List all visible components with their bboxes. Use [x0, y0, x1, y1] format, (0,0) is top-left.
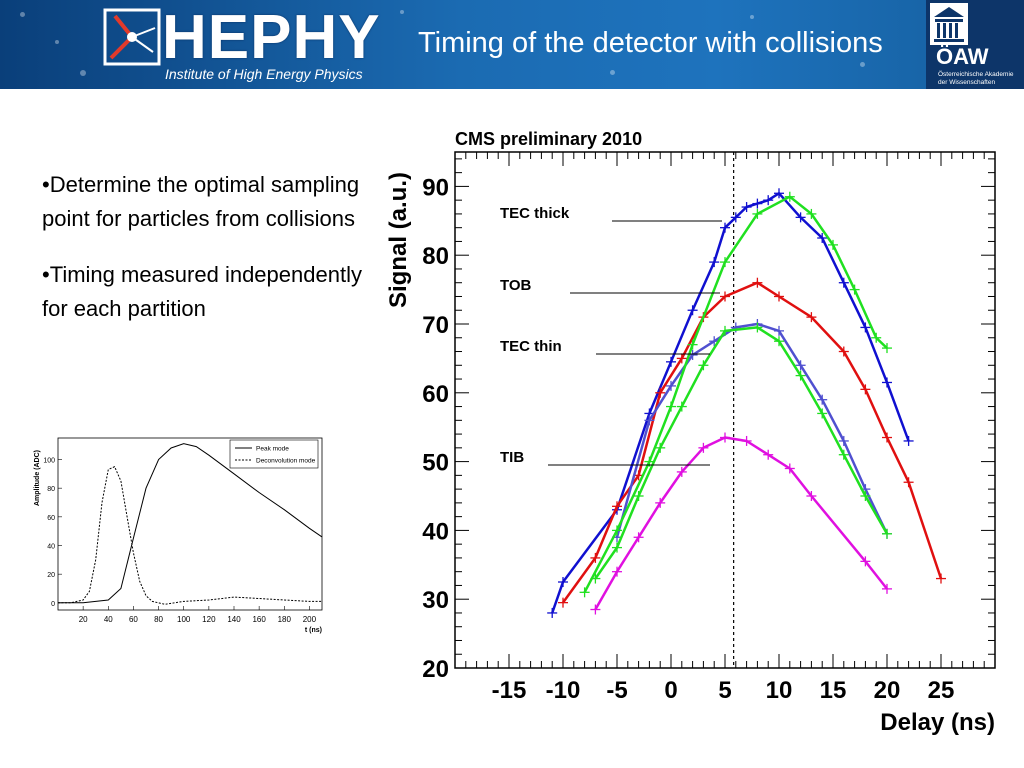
x-tick-label: -5	[606, 677, 627, 704]
series-curve	[561, 281, 943, 604]
y-axis-label: Amplitude (ADC)	[34, 450, 41, 506]
x-tick-label: 5	[718, 677, 731, 704]
y-tick-label: 80	[47, 486, 55, 493]
decorative-dot	[750, 15, 754, 19]
decorative-dot	[20, 12, 25, 17]
y-tick-label: 40	[47, 544, 55, 551]
x-tick-label: -15	[492, 677, 527, 704]
x-tick-label: 40	[104, 615, 113, 624]
y-tick-label: 60	[47, 515, 55, 522]
series-line	[58, 466, 322, 605]
x-tick-label: 10	[766, 677, 793, 704]
series-curve	[594, 326, 889, 580]
hephy-logo-subtitle: Institute of High Energy Physics	[165, 66, 363, 82]
bullet-item: •Timing measured independently for each …	[42, 262, 362, 321]
decorative-dot	[610, 70, 615, 75]
x-tick-label: 200	[303, 615, 317, 624]
plot-frame	[57, 437, 323, 611]
oaw-building-icon	[930, 3, 968, 45]
x-tick-label: 60	[129, 615, 138, 624]
y-tick-label: 90	[422, 174, 449, 201]
y-tick-label: 40	[422, 518, 449, 545]
y-tick-label: 100	[43, 458, 55, 465]
plot-frame	[454, 151, 996, 669]
bullet-item: •Determine the optimal sampling point fo…	[42, 172, 360, 231]
y-tick-label: 50	[422, 450, 449, 477]
oaw-logo-subtitle-2: der Wissenschaften	[938, 79, 996, 86]
x-tick-label: 0	[664, 677, 677, 704]
decorative-dot	[860, 62, 865, 67]
x-tick-label: 25	[928, 677, 955, 704]
legend-label: Peak mode	[256, 446, 289, 453]
x-axis-label: t (ns)	[305, 627, 322, 634]
partition-label: TIB	[500, 449, 524, 466]
bullet-list: •Determine the optimal sampling point fo…	[42, 168, 372, 348]
y-tick-label: 70	[422, 312, 449, 339]
decorative-dot	[400, 10, 404, 14]
slide-title: Timing of the detector with collisions	[418, 27, 883, 59]
legend-box	[229, 439, 319, 469]
partition-label: TEC thick	[500, 205, 570, 222]
x-tick-label: 140	[227, 615, 241, 624]
x-tick-label: 20	[79, 615, 88, 624]
y-axis-label: Signal (a.u.)	[385, 172, 412, 308]
decorative-dot	[80, 70, 86, 76]
x-tick-label: 120	[202, 615, 216, 624]
partition-label: TEC thin	[500, 338, 562, 355]
series-line	[58, 443, 323, 604]
hephy-logo-icon	[103, 8, 161, 66]
x-tick-label: 180	[278, 615, 292, 624]
chart-title: CMS preliminary 2010	[455, 129, 642, 149]
y-tick-label: 20	[47, 572, 55, 579]
decorative-dot	[55, 40, 59, 44]
x-axis-label: Delay (ns)	[880, 709, 995, 736]
x-tick-label: 20	[874, 677, 901, 704]
oaw-logo-title: ÖAW	[936, 44, 989, 69]
hephy-logo-text: HEPHY	[162, 3, 381, 72]
legend-label: Deconvolution mode	[256, 458, 316, 465]
timing-scan-chart: CMS preliminary 2010 -15 -10 -5 0 5 10 15 20 25 20…	[385, 129, 996, 736]
y-tick-label: 30	[422, 587, 449, 614]
y-tick-label: 80	[422, 243, 449, 270]
x-tick-label: 160	[252, 615, 266, 624]
oaw-logo-subtitle-1: Österreichische Akademie	[938, 71, 1014, 78]
y-tick-label: 20	[422, 656, 449, 683]
y-tick-label: 0	[51, 601, 55, 608]
partition-label: TOB	[500, 277, 532, 294]
x-tick-label: 15	[820, 677, 847, 704]
x-tick-label: -10	[546, 677, 581, 704]
header-banner: HEPHY Institute of High Energy Physics T…	[0, 0, 1024, 89]
x-tick-label: 80	[154, 615, 163, 624]
pulse-shape-chart: 20 40 60 80 100 120 140 160 180 200 0 20 40 60 80 100 t …	[34, 437, 323, 634]
y-tick-label: 60	[422, 381, 449, 408]
x-tick-label: 100	[177, 615, 191, 624]
